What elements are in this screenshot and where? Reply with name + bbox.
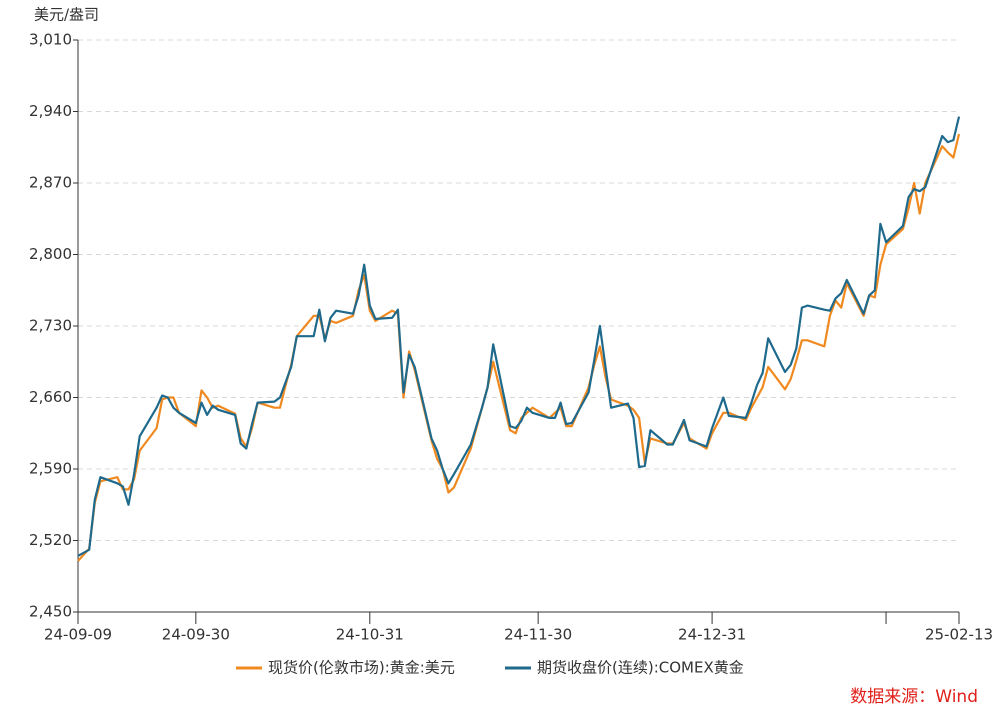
source: 数据来源：Wind	[850, 687, 978, 707]
x-tick-label: 25-02-13	[925, 626, 993, 644]
y-tick-label: 2,800	[29, 245, 72, 263]
y-tick-label: 3,010	[29, 31, 72, 49]
series-line	[77, 133, 961, 562]
x-tick-label: 24-12-31	[678, 626, 746, 644]
legend-label: 现货价(伦敦市场):黄金:美元	[268, 659, 455, 677]
x-tick-label: 24-09-09	[44, 626, 112, 644]
y-unit: 美元/盎司	[34, 6, 99, 24]
y-tick-label: 2,590	[29, 460, 72, 478]
y-tick-label: 2,940	[29, 102, 72, 120]
y-tick-label: 2,660	[29, 388, 72, 406]
legend-label: 期货收盘价(连续):COMEX黄金	[537, 659, 744, 677]
y-tick-label: 2,450	[29, 603, 72, 621]
x-tick-label: 24-09-30	[162, 626, 230, 644]
y-tick-label: 2,870	[29, 174, 72, 192]
y-tick-label: 2,730	[29, 317, 72, 335]
x-tick-label: 24-10-31	[336, 626, 404, 644]
y-tick-label: 2,520	[29, 531, 72, 549]
x-tick-label: 24-11-30	[504, 626, 572, 644]
series-line	[77, 116, 961, 557]
